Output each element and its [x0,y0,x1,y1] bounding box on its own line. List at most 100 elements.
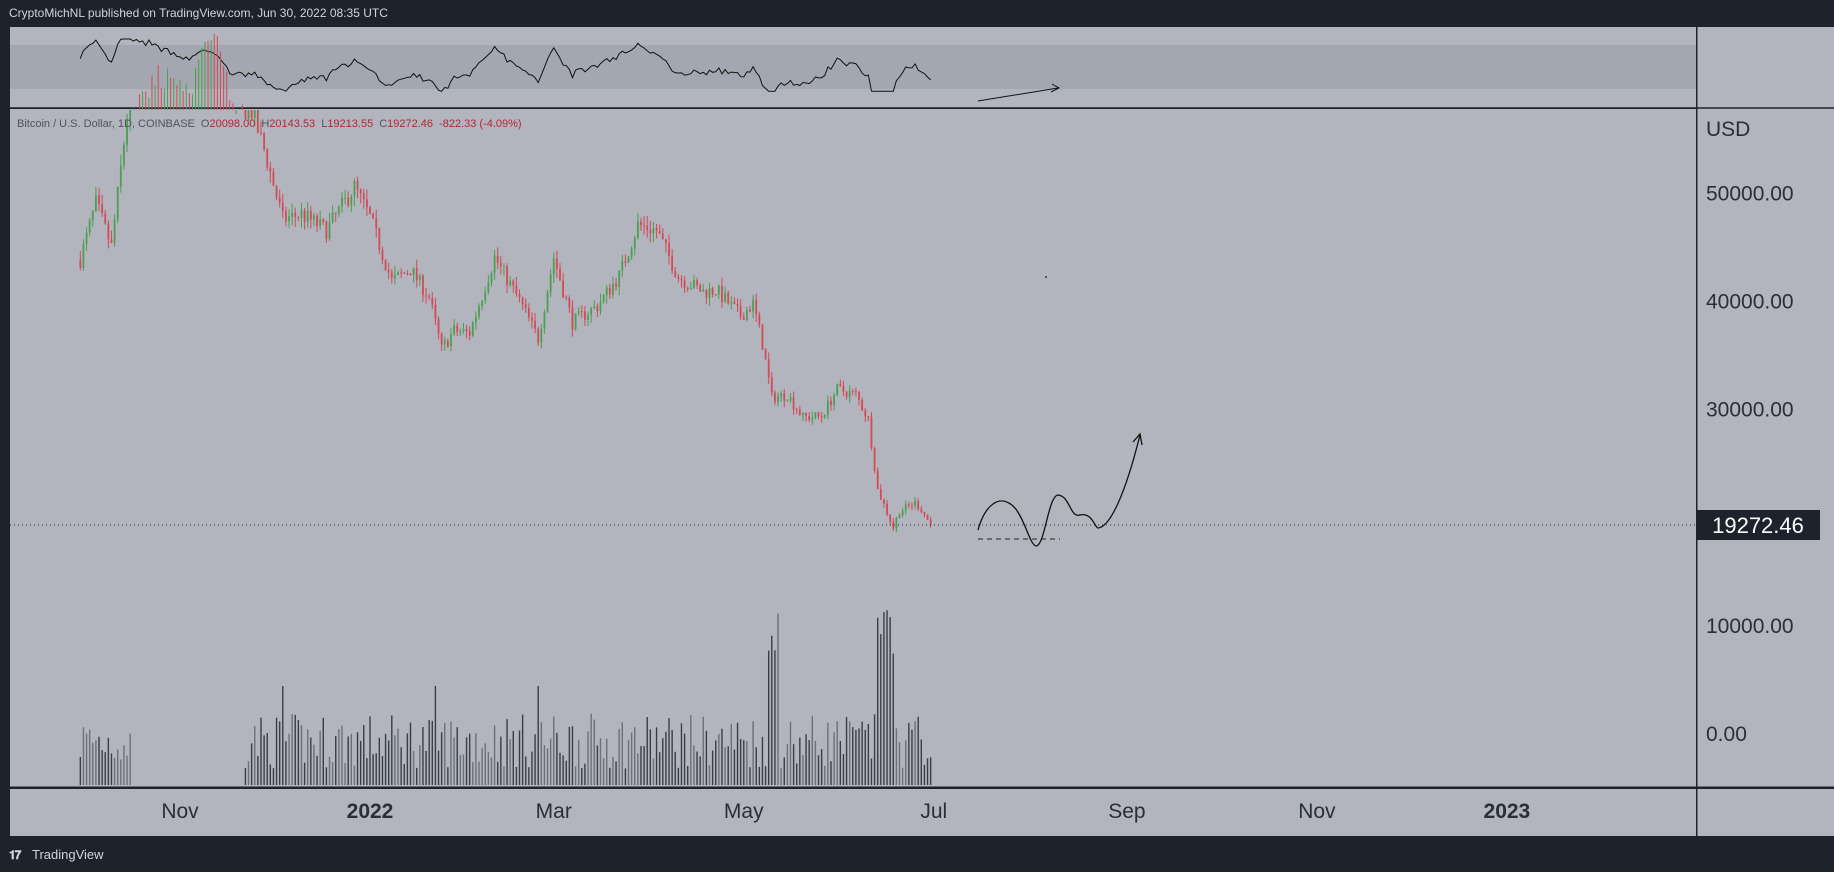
candle-body [892,521,895,529]
time-tick-label: 2023 [1484,800,1531,823]
volume-bar [814,740,817,785]
volume-bar [668,718,670,785]
volume-bar [643,746,645,785]
volume-bar [733,749,736,785]
volume-bar [680,723,683,785]
candle-body [250,110,253,118]
candle-body [562,280,565,298]
volume-bar [540,722,543,785]
candle-body [774,392,776,403]
candle-body [571,307,574,330]
volume-bar [450,721,452,785]
volume-bar [553,716,555,785]
volume-bar [699,756,701,785]
volume-bar [101,750,103,785]
volume-bar [263,735,265,785]
candle-body [104,213,107,224]
candle-body [752,299,755,312]
candle-body [898,515,901,519]
candle-body [708,288,711,298]
volume-bar [387,740,390,785]
candle-body [116,186,119,220]
candle-body [739,305,742,318]
volume-bar [260,717,262,785]
volume-bar [677,767,680,785]
volume-bar [624,768,627,785]
candle-body [518,293,521,298]
candle-body [294,212,297,218]
volume-bar [577,739,580,785]
volume-bar [344,762,346,785]
volume-bar [422,727,424,785]
candle-body [400,272,403,274]
volume-bar [764,766,767,785]
candle-body [552,258,555,275]
time-axis[interactable] [10,789,1696,836]
tradingview-logo-icon[interactable]: 𝟏𝟕 [9,848,21,862]
volume-bar [715,740,717,785]
volume-bar [331,762,334,785]
candle-body [686,287,689,289]
candle-body [428,296,431,298]
footer-brand[interactable]: TradingView [32,847,104,862]
candle-body [605,287,608,295]
volume-bar [761,736,764,785]
price-chart[interactable]: Bitcoin / U.S. Dollar, 1D, COINBASE O2009… [0,0,1834,838]
candle-body [126,120,128,145]
volume-bar [291,714,293,785]
volume-bar [808,740,810,785]
candle-body [475,316,477,323]
candle-body [412,267,415,276]
volume-bar [113,757,116,785]
candle-body [749,309,751,312]
volume-bar [705,730,708,785]
candle-body [394,274,396,278]
candle-body [823,415,826,418]
volume-bar [895,728,898,785]
candle-body [506,266,508,286]
candle-body [509,280,512,286]
volume-bar [428,720,430,785]
candle-body [543,312,546,329]
volume-bar [244,767,247,785]
candle-body [608,287,611,295]
candle-body [322,219,325,222]
price-tick-label: 0.00 [1706,723,1747,746]
candle-body [696,280,698,286]
candle-body [272,171,275,187]
candle-body [119,165,122,187]
volume-bar [79,756,82,785]
volume-bar [95,740,97,785]
candle-body [546,292,549,313]
volume-bar [562,755,564,785]
candle-body [303,210,306,222]
candle-body [636,221,639,238]
volume-bar [584,763,586,785]
volume-bar [500,736,502,785]
candle-body [655,228,658,231]
volume-bar [780,767,782,785]
volume-bar [752,721,754,785]
volume-bar [537,686,539,785]
volume-bar [497,761,499,785]
candle-body [901,510,904,516]
volume-bar [453,737,455,785]
candle-body [328,222,331,240]
candle-body [689,287,692,289]
candle-body [110,239,113,243]
volume-bar [534,734,536,785]
candle-body [319,219,322,227]
candle-body [415,267,418,281]
rsi-band [10,45,1696,89]
volume-bar [877,617,879,785]
candle-body [484,292,487,301]
volume-bar [129,733,131,785]
publisher-text: CryptoMichNL published on TradingView.co… [9,6,388,20]
volume-bar [873,714,876,785]
candle-body [917,500,920,510]
candle-body [786,400,789,402]
price-axis[interactable] [1697,27,1834,787]
volume-bar [817,755,820,785]
price-tick-label: 40000.00 [1706,291,1794,314]
candle-body [761,324,764,350]
